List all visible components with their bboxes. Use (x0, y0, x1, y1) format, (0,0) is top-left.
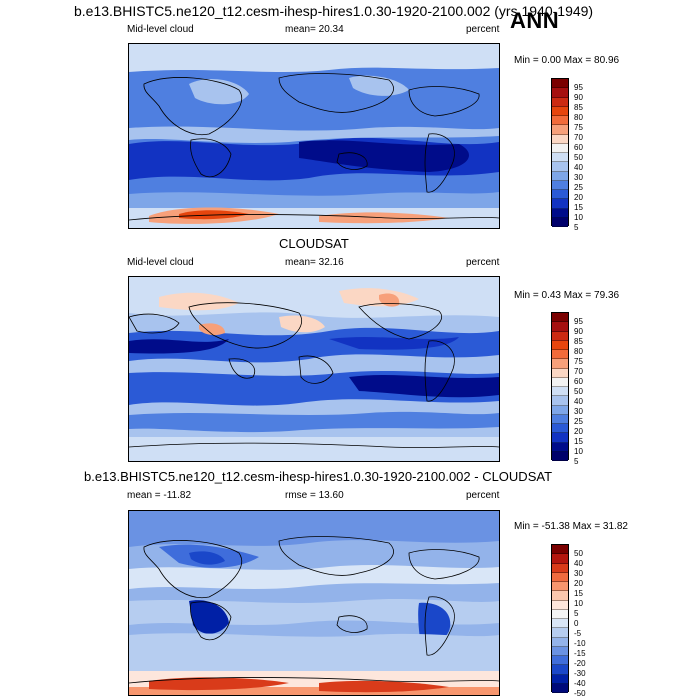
colorbar-tick: 30 (574, 407, 583, 416)
panel2-colorbar-labels: 95 90 85 80 75 70 60 50 40 30 25 20 15 1… (574, 317, 583, 467)
panel2-minmax: Min = 0.43 Max = 79.36 (514, 290, 620, 301)
panel3-colorbar-labels: 50 40 30 20 15 10 5 0 -5 -10 -15 -20 -30… (574, 549, 586, 699)
colorbar-tick: 90 (574, 327, 583, 336)
colorbar-tick: 90 (574, 93, 583, 102)
colorbar-tick: -10 (574, 639, 586, 648)
colorbar-tick: 80 (574, 347, 583, 356)
colorbar-tick: -20 (574, 659, 586, 668)
colorbar-tick: 30 (574, 173, 583, 182)
colorbar-tick: 70 (574, 133, 583, 142)
colorbar-tick: 40 (574, 397, 583, 406)
colorbar-tick: 95 (574, 83, 583, 92)
panel1-map (128, 43, 500, 229)
colorbar-tick: 10 (574, 599, 583, 608)
colorbar-tick: 50 (574, 387, 583, 396)
colorbar-tick: -5 (574, 629, 582, 638)
panel1-mean: mean= 20.34 (285, 24, 344, 35)
colorbar-tick: 85 (574, 103, 583, 112)
colorbar-tick: 5 (574, 609, 579, 618)
colorbar-tick: 25 (574, 417, 583, 426)
panel2-map (128, 276, 500, 462)
colorbar-tick: 50 (574, 549, 583, 558)
colorbar-tick: 5 (574, 223, 579, 232)
panel1-colorbar (551, 78, 569, 227)
panel1-variable: Mid-level cloud (127, 24, 194, 35)
panel3-map (128, 510, 500, 696)
colorbar-tick: 75 (574, 357, 583, 366)
panel3-rmse: rmse = 13.60 (285, 490, 344, 501)
colorbar-tick: -40 (574, 679, 586, 688)
panel3-header: b.e13.BHISTC5.ne120_t12.cesm-ihesp-hires… (84, 469, 553, 484)
colorbar-tick: 20 (574, 579, 583, 588)
panel2-variable: Mid-level cloud (127, 257, 194, 268)
colorbar-tick: 80 (574, 113, 583, 122)
panel3-minmax: Min = -51.38 Max = 31.82 (514, 521, 628, 532)
panel2-colorbar (551, 312, 569, 461)
panel1-minmax: Min = 0.00 Max = 80.96 (514, 55, 620, 66)
colorbar-tick: 5 (574, 457, 579, 466)
colorbar-tick: 15 (574, 589, 583, 598)
colorbar-tick: 0 (574, 619, 579, 628)
colorbar-tick: -15 (574, 649, 586, 658)
plot-title: b.e13.BHISTC5.ne120_t12.cesm-ihesp-hires… (74, 3, 594, 19)
colorbar-tick: 60 (574, 377, 583, 386)
colorbar-tick: 15 (574, 203, 583, 212)
colorbar-tick: 30 (574, 569, 583, 578)
colorbar-tick: -30 (574, 669, 586, 678)
panel1-colorbar-labels: 95 90 85 80 75 70 60 50 40 30 25 20 15 1… (574, 83, 583, 233)
colorbar-tick: 20 (574, 427, 583, 436)
panel3-units: percent (466, 490, 500, 501)
colorbar-tick: 85 (574, 337, 583, 346)
colorbar-tick: 75 (574, 123, 583, 132)
colorbar-tick: 10 (574, 213, 583, 222)
panel3-mean: mean = -11.82 (127, 490, 192, 501)
colorbar-tick: 10 (574, 447, 583, 456)
colorbar-tick: 40 (574, 559, 583, 568)
colorbar-tick: 60 (574, 143, 583, 152)
panel2-header: CLOUDSAT (279, 236, 349, 251)
colorbar-tick: -50 (574, 689, 586, 698)
panel3-colorbar (551, 544, 569, 693)
panel1-units: percent (466, 24, 500, 35)
colorbar-tick: 95 (574, 317, 583, 326)
colorbar-tick: 15 (574, 437, 583, 446)
colorbar-tick: 20 (574, 193, 583, 202)
season-label: ANN (510, 8, 560, 33)
panel2-mean: mean= 32.16 (285, 257, 344, 268)
colorbar-tick: 70 (574, 367, 583, 376)
colorbar-tick: 50 (574, 153, 583, 162)
panel2-units: percent (466, 257, 500, 268)
colorbar-tick: 25 (574, 183, 583, 192)
colorbar-tick: 40 (574, 163, 583, 172)
